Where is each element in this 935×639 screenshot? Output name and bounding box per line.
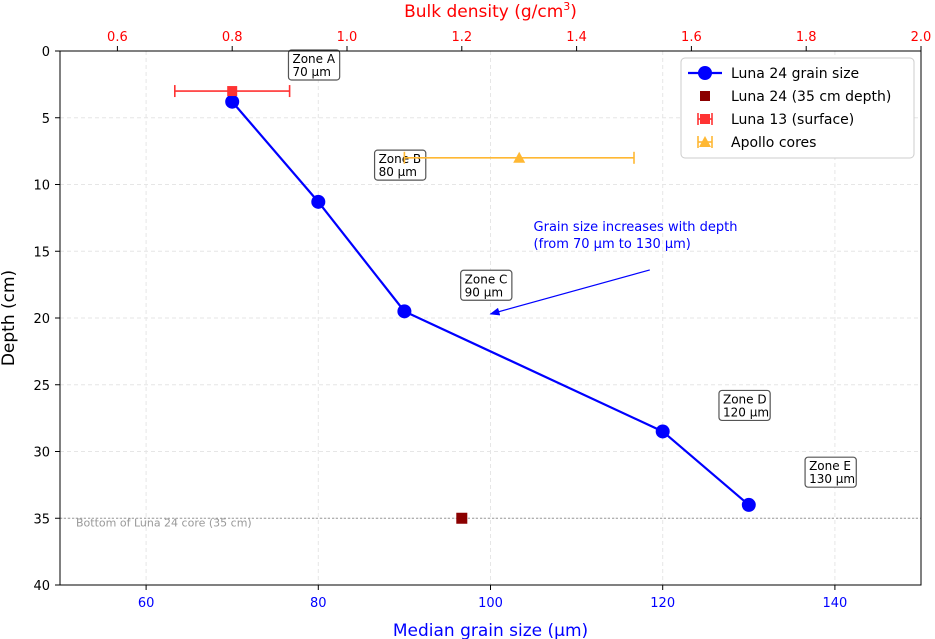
grain-size-point-4 [655, 424, 670, 439]
zone-value: 80 µm [379, 165, 417, 179]
y-tick-label-0: 0 [42, 45, 50, 60]
legend-marker [699, 136, 711, 147]
legend-label: Luna 24 grain size [731, 66, 859, 82]
zone-value: 70 µm [292, 65, 330, 79]
core-bottom-reference-label: Bottom of Luna 24 core (35 cm) [76, 516, 252, 529]
grain-size-point-2 [311, 194, 326, 209]
series-apollo-cores [403, 151, 635, 164]
annotation-text-line2: (from 70 µm to 130 µm) [534, 237, 691, 252]
zone-name: Zone B [379, 152, 422, 166]
x-axis-label-top: Bulk density (g/cm3) [404, 0, 577, 22]
legend-entry-4: Apollo cores [697, 135, 816, 151]
zone-value: 130 µm [809, 472, 855, 486]
annotation-text-line1: Grain size increases with depth [534, 220, 738, 235]
y-tick-label-30: 30 [33, 446, 50, 461]
luna24-density-point-1 [456, 512, 468, 524]
point-marker-1 [227, 86, 238, 97]
zone-name: Zone A [292, 52, 335, 66]
legend-marker [700, 91, 710, 101]
series-luna24-grain-size [225, 94, 756, 512]
legend-label: Apollo cores [731, 135, 816, 151]
legend-marker [698, 66, 712, 80]
x-tick-label-top-0.8: 0.8 [222, 30, 243, 45]
y-tick-label-20: 20 [33, 312, 50, 327]
x-tick-label-top-1.0: 1.0 [337, 30, 358, 45]
legend-label: Luna 13 (surface) [731, 112, 854, 128]
legend-entry-1: Luna 24 grain size [688, 66, 859, 82]
zone-name: Zone E [809, 459, 851, 473]
zone-label-3: Zone C90 µm [460, 269, 513, 301]
annotation-arrow [489, 269, 650, 316]
reference-line-group: Bottom of Luna 24 core (35 cm) [60, 516, 921, 529]
x-tick-label-top-0.6: 0.6 [107, 30, 128, 45]
y-tick-label-15: 15 [33, 245, 50, 260]
zone-value: 120 µm [723, 405, 769, 419]
x-tick-label-bottom-120: 120 [650, 596, 675, 611]
data-series [174, 85, 756, 524]
x-axis-label-bottom: Median grain size (µm) [393, 621, 588, 639]
grain-trend-annotation: Grain size increases with depth (from 70… [489, 220, 738, 316]
x-tick-label-top-1.8: 1.8 [796, 30, 817, 45]
y-tick-label-5: 5 [42, 112, 50, 127]
zone-box [287, 49, 341, 81]
series-luna13-surface [174, 85, 291, 98]
legend-box [680, 57, 915, 159]
y-tick-label-10: 10 [33, 179, 50, 194]
y-tick-label-35: 35 [33, 512, 50, 527]
legend: Luna 24 grain size Luna 24 (35 cm depth) L… [680, 57, 915, 159]
legend-entry-3: Luna 13 (surface) [697, 112, 854, 128]
x-tick-label-bottom-60: 60 [138, 596, 155, 611]
grain-size-point-3 [397, 304, 412, 319]
x-tick-label-top-2.0: 2.0 [911, 30, 932, 45]
grain-size-point-5 [741, 497, 756, 512]
zone-box [804, 456, 857, 488]
zone-label-2: Zone B80 µm [373, 149, 427, 181]
legend-entry-2: Luna 24 (35 cm depth) [700, 89, 891, 105]
x-tick-label-top-1.6: 1.6 [681, 30, 702, 45]
y-tick-label-25: 25 [33, 379, 50, 394]
zone-value: 90 µm [465, 285, 503, 299]
x-tick-label-top-1.2: 1.2 [451, 30, 472, 45]
y-axis-label: Depth (cm) [0, 270, 19, 366]
grain-size-point-1 [225, 94, 240, 109]
x-tick-label-bottom-80: 80 [310, 596, 327, 611]
zone-name: Zone D [723, 392, 767, 406]
y-tick-label-40: 40 [33, 579, 50, 594]
zone-name: Zone C [465, 272, 508, 286]
x-tick-label-top-1.4: 1.4 [566, 30, 587, 45]
series-luna24-density [456, 512, 468, 524]
x-tick-label-bottom-140: 140 [822, 596, 847, 611]
zone-box [460, 269, 513, 301]
point-marker-1 [513, 151, 526, 163]
zone-label-1: Zone A70 µm [287, 49, 341, 81]
legend-marker [700, 114, 710, 124]
legend-label: Luna 24 (35 cm depth) [731, 89, 891, 105]
axes: 60 80 100 120 140 0.6 0.8 1.0 1.2 1.4 1.6 1.8 2.0 0 5 1… [33, 30, 931, 611]
x-tick-label-bottom-100: 100 [478, 596, 503, 611]
zone-box [718, 389, 771, 422]
